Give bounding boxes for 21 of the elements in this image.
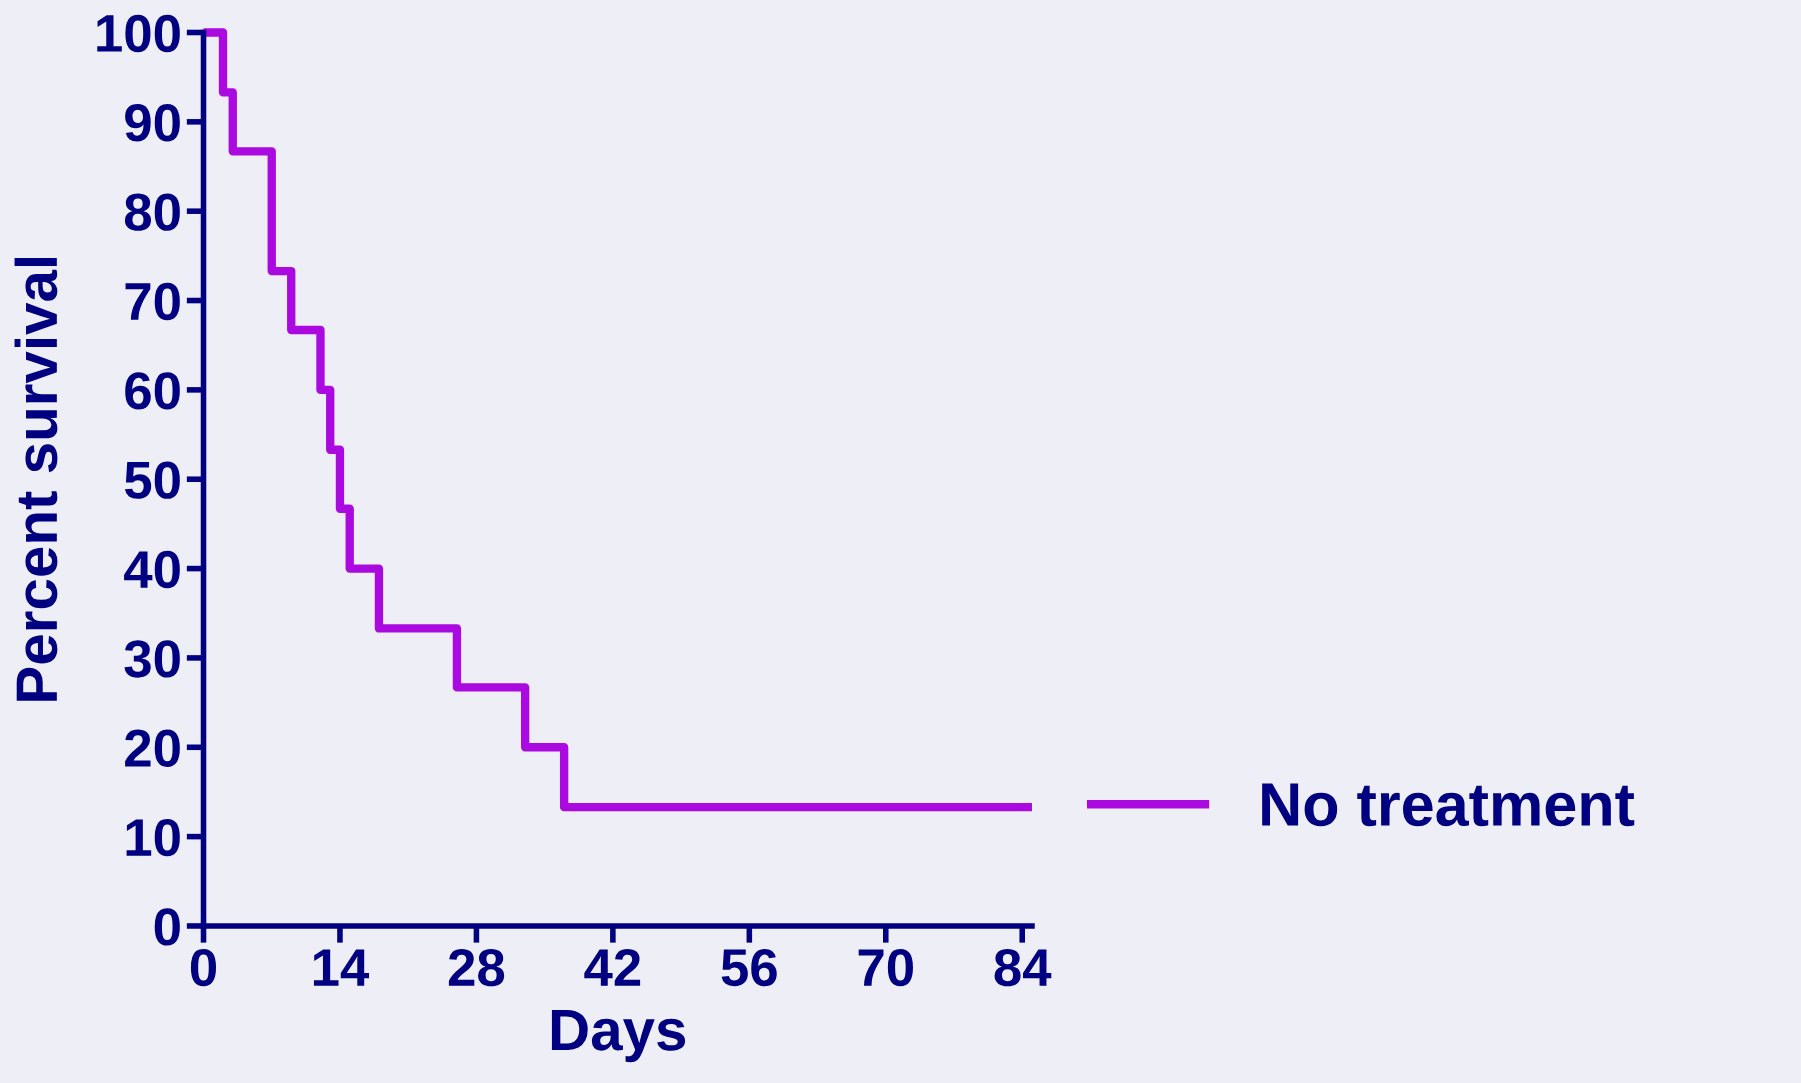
- y-axis-title: Percent survival: [14, 257, 58, 701]
- x-tick-label: 84: [994, 948, 1052, 987]
- y-tick-label: 90: [125, 104, 180, 142]
- y-tick-label: 40: [124, 550, 180, 589]
- x-tick-label: 70: [858, 948, 913, 987]
- x-axis-title: Days: [551, 1009, 686, 1063]
- y-tick-label: 20: [125, 729, 180, 767]
- y-tick-label: 70: [125, 282, 180, 321]
- y-tick-label: 60: [125, 372, 180, 410]
- x-tick-label: 14: [313, 949, 370, 986]
- y-tick-label: 0: [154, 908, 180, 946]
- y-tick-label: 10: [126, 818, 180, 857]
- y-tick-label: 30: [124, 640, 180, 678]
- y-tick-label: 100: [97, 14, 180, 53]
- y-tick-label: 80: [124, 193, 180, 231]
- x-tick-label: 28: [448, 948, 505, 987]
- x-tick-label: 56: [721, 948, 777, 987]
- y-tick-label: 50: [124, 461, 180, 499]
- x-tick-label: 42: [584, 948, 641, 986]
- x-tick-label: 0: [190, 948, 217, 987]
- legend-label: No treatment: [1262, 783, 1635, 827]
